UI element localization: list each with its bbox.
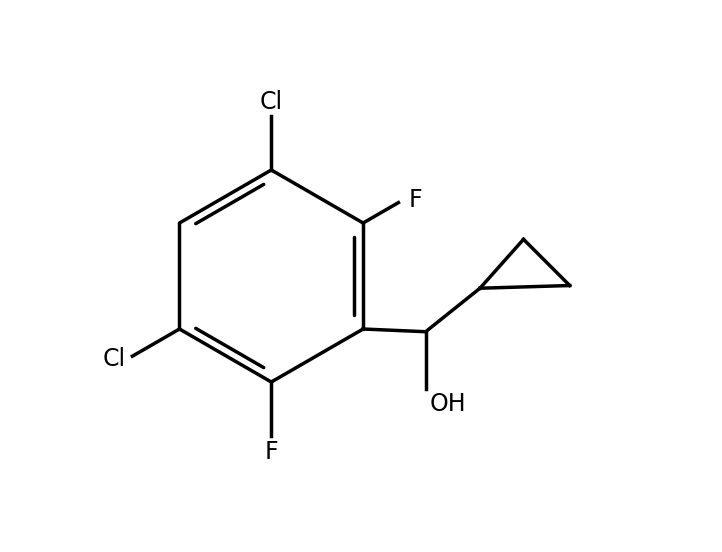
Text: OH: OH bbox=[430, 392, 466, 416]
Text: Cl: Cl bbox=[103, 347, 126, 371]
Text: F: F bbox=[264, 439, 278, 464]
Text: Cl: Cl bbox=[260, 90, 283, 114]
Text: F: F bbox=[408, 188, 422, 212]
